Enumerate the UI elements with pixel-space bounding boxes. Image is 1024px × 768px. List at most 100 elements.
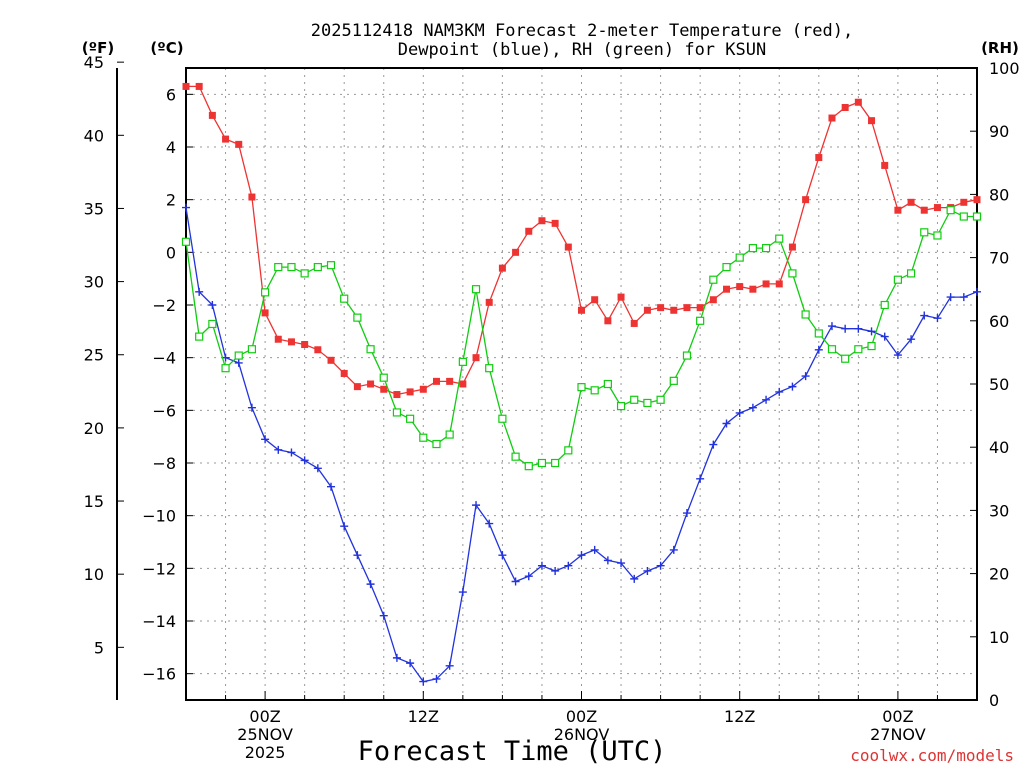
- temperature-point: [538, 217, 546, 225]
- dewpoint-point: [630, 574, 639, 583]
- temperature-point: [367, 380, 375, 388]
- celsius-tick-label: −10: [142, 507, 176, 526]
- celsius-tick-label: −4: [152, 349, 176, 368]
- rh-tick-label: 80: [989, 185, 1009, 204]
- dewpoint-point: [920, 311, 929, 320]
- rh-point: [788, 269, 797, 278]
- temperature-point: [788, 243, 796, 251]
- dewpoint-point: [287, 448, 296, 457]
- dewpoint-point: [208, 301, 217, 309]
- temperature-point: [973, 196, 981, 204]
- dewpoint-point: [656, 561, 665, 570]
- celsius-tick-label: −14: [142, 612, 176, 631]
- dewpoint-point: [748, 403, 757, 412]
- rh-point: [564, 446, 573, 455]
- rh-tick-label: 30: [989, 501, 1009, 520]
- rh-point: [590, 386, 599, 395]
- dewpoint-point: [340, 522, 349, 531]
- temperature-point: [353, 383, 361, 391]
- credit-text: coolwx.com/models: [850, 746, 1014, 765]
- rh-point: [841, 354, 850, 363]
- rh-point: [524, 462, 533, 471]
- dewpoint-point: [788, 382, 797, 391]
- x-axis-label: Forecast Time (UTC): [358, 736, 667, 767]
- dewpoint-point: [406, 659, 415, 668]
- fahrenheit-tick-label: 15: [84, 492, 104, 511]
- temperature-point: [920, 206, 928, 214]
- series-layer: [181, 82, 982, 686]
- dewpoint-point: [590, 545, 599, 554]
- rh-point: [551, 458, 560, 468]
- dewpoint-point: [432, 674, 441, 683]
- fahrenheit-axis-label: (ºF): [82, 39, 114, 57]
- dewpoint-point: [472, 501, 481, 510]
- rh-point: [577, 383, 586, 392]
- temperature-point: [709, 296, 717, 304]
- temperature-point: [182, 82, 190, 90]
- dewpoint-point: [445, 661, 454, 670]
- dewpoint-point: [801, 372, 810, 381]
- dewpoint-point: [300, 456, 309, 465]
- rh-point: [247, 345, 257, 354]
- rh-tick-label: 20: [989, 565, 1009, 584]
- dewpoint-point: [511, 577, 520, 586]
- dewpoint-point: [353, 551, 362, 560]
- rh-point: [827, 345, 837, 354]
- time-tick-label: 00Z: [882, 707, 913, 726]
- dewpoint-point: [907, 335, 916, 344]
- time-tick-label: 00Z: [249, 707, 280, 726]
- dewpoint-series: [182, 203, 981, 686]
- rh-tick-label: 60: [989, 312, 1009, 331]
- temperature-point: [617, 293, 625, 301]
- dewpoint-point: [274, 445, 283, 454]
- temperature-point: [235, 140, 243, 148]
- temperature-point: [340, 369, 348, 377]
- rh-point: [181, 237, 191, 246]
- temperature-point: [551, 219, 559, 227]
- celsius-tick-label: −12: [142, 559, 176, 578]
- rh-point: [893, 275, 903, 284]
- dewpoint-point: [959, 293, 968, 302]
- temperature-point: [393, 391, 401, 399]
- rh-point: [511, 452, 520, 461]
- rh-point: [537, 458, 547, 468]
- temperature-point: [749, 285, 757, 293]
- celsius-axis-label: (ºC): [150, 39, 183, 57]
- time-tick-label: 12Z: [408, 707, 439, 726]
- dewpoint-point: [643, 566, 652, 575]
- temperature-point: [525, 227, 533, 235]
- time-tick-year: 2025: [245, 743, 286, 762]
- rh-point: [445, 430, 454, 439]
- rh-tick-label: 100: [989, 59, 1020, 78]
- temperature-point: [841, 104, 849, 111]
- temperature-point: [683, 304, 691, 312]
- celsius-tick-label: −16: [142, 665, 176, 684]
- rh-point: [234, 351, 243, 360]
- dewpoint-point: [379, 611, 388, 620]
- celsius-tick-label: 4: [166, 138, 176, 157]
- dewpoint-point: [775, 387, 784, 396]
- dewpoint-point: [537, 561, 546, 570]
- rh-point: [682, 351, 692, 360]
- rh-point: [761, 244, 771, 253]
- dewpoint-point: [247, 403, 256, 412]
- rh-point: [814, 329, 823, 338]
- rh-point: [709, 275, 718, 284]
- temperature-point: [380, 385, 388, 393]
- rh-point: [379, 373, 388, 382]
- temperature-point: [854, 98, 862, 106]
- temperature-point: [591, 296, 599, 304]
- rh-point: [221, 364, 230, 373]
- temperature-point: [419, 385, 427, 393]
- rh-point: [392, 408, 402, 417]
- rh-tick-label: 70: [989, 249, 1009, 268]
- rh-point: [340, 294, 349, 303]
- temperature-point: [459, 380, 467, 388]
- dewpoint-point: [392, 653, 401, 662]
- rh-point: [959, 212, 968, 221]
- rh-point: [485, 364, 494, 373]
- dewpoint-point: [551, 566, 560, 575]
- dewpoint-point: [577, 551, 586, 560]
